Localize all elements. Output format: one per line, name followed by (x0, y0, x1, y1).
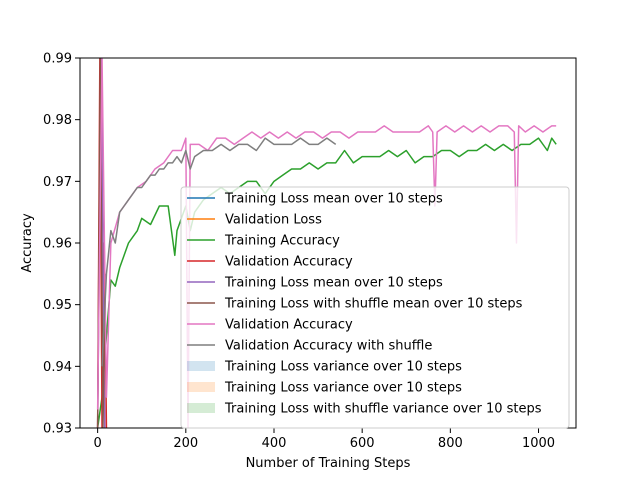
legend-entry-label: Training Loss mean over 10 steps (224, 276, 443, 291)
legend-swatch (187, 361, 215, 371)
legend-frame (180, 186, 570, 429)
y-axis-title: Accuracy (20, 213, 35, 273)
series-layer (96, 58, 557, 428)
legend-entry-label: Validation Loss (225, 213, 322, 228)
legend-entry-label: Training Loss variance over 10 steps (224, 360, 462, 375)
series-line-7 (101, 137, 337, 367)
legend-entry-label: Training Loss with shuffle mean over 10 … (224, 297, 523, 312)
series-line-5 (96, 58, 107, 428)
legend-entry-label: Training Loss with shuffle variance over… (224, 402, 542, 417)
series-line-2 (96, 137, 557, 428)
legend-entry-label: Validation Accuracy (225, 255, 353, 270)
x-tick-label: 600 (350, 436, 375, 451)
legend-swatch (187, 382, 215, 392)
legend-entry-label: Validation Accuracy with shuffle (225, 339, 432, 354)
x-tick-label: 1000 (522, 436, 555, 451)
y-tick-label: 0.98 (43, 113, 72, 128)
x-axis-title: Number of Training Steps (246, 456, 411, 471)
y-tick-label: 0.97 (43, 175, 72, 190)
y-tick-label: 0.93 (43, 422, 72, 437)
x-tick-label: 400 (262, 436, 287, 451)
y-tick-label: 0.99 (43, 52, 72, 67)
y-tick-label: 0.94 (43, 360, 72, 375)
x-tick-label: 200 (173, 436, 198, 451)
x-tick-label: 800 (438, 436, 463, 451)
x-axis-ticks: 0 200 400 600 800 1000 (93, 428, 555, 451)
x-tick-label: 0 (93, 436, 101, 451)
legend-entry-label: Training Loss variance over 10 steps (224, 381, 462, 396)
legend-entry-label: Training Accuracy (224, 234, 340, 249)
y-tick-label: 0.96 (43, 237, 72, 252)
y-tick-label: 0.95 (43, 298, 72, 313)
y-axis-ticks: 0.93 0.94 0.95 0.96 0.97 0.98 0.99 (43, 52, 80, 437)
legend-entry-label: Training Loss mean over 10 steps (224, 192, 443, 207)
legend-swatch (187, 403, 215, 413)
legend: Training Loss mean over 10 steps Validati… (180, 186, 570, 429)
legend-entry-label: Validation Accuracy (225, 318, 353, 333)
series-line-6 (96, 58, 557, 428)
